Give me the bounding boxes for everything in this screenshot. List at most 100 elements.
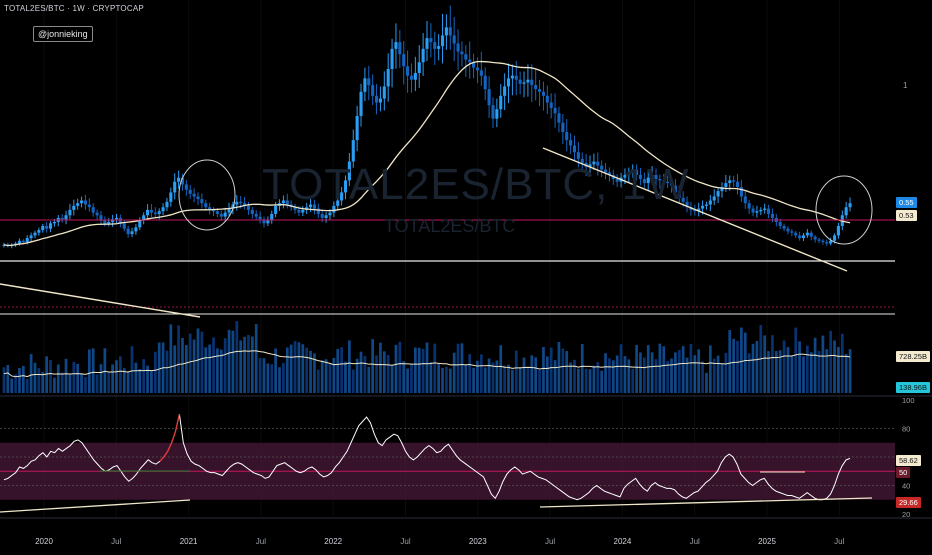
candle-body: [654, 175, 658, 180]
volume-bar: [712, 358, 716, 393]
candle-body: [534, 85, 538, 90]
candle-body: [778, 221, 782, 226]
candle-body: [149, 209, 153, 213]
volume-bar: [227, 329, 231, 393]
volume-bar: [21, 365, 25, 393]
volume-bar: [320, 360, 324, 393]
volume-bar: [188, 333, 192, 393]
volume-bar: [728, 330, 732, 393]
candle-body: [111, 219, 115, 222]
volume-bar: [720, 363, 724, 393]
candle-body: [627, 172, 631, 175]
candle-body: [506, 78, 511, 87]
volume-bar: [169, 324, 173, 393]
candle-body: [200, 199, 204, 204]
candle-body: [45, 226, 49, 229]
volume-bar: [223, 338, 227, 393]
volume-bar: [355, 358, 359, 393]
candle-body: [460, 51, 464, 55]
candle-body: [739, 187, 743, 197]
candle-body: [794, 232, 798, 236]
candle-body: [786, 228, 790, 232]
candle-body: [809, 232, 813, 237]
candle-body: [95, 212, 99, 216]
candle-body: [254, 213, 258, 217]
x-tick-label: 2022: [324, 537, 342, 546]
candle-body: [836, 226, 840, 236]
candle-body: [52, 221, 56, 224]
candle-body: [588, 164, 592, 167]
volume-bar: [825, 349, 829, 393]
volume-bar: [786, 347, 790, 393]
volume-bar: [348, 340, 351, 393]
candle-body: [813, 236, 817, 240]
volume-bar: [743, 332, 747, 393]
volume-bar: [429, 362, 433, 393]
volume-bar: [425, 342, 429, 393]
volume-bar: [95, 374, 99, 393]
volume-bar: [441, 368, 444, 393]
candle-body: [825, 242, 829, 244]
candle-body: [499, 95, 503, 110]
candle-body: [468, 59, 472, 63]
volume-bar: [68, 374, 72, 393]
trendline: [0, 283, 201, 318]
candle-body: [235, 201, 239, 205]
candle-body: [316, 208, 320, 214]
candle-body: [526, 79, 530, 83]
volume-bar: [200, 331, 204, 393]
candle-body: [21, 240, 25, 243]
volume-bar: [316, 369, 320, 393]
volume-bar: [790, 356, 794, 393]
candle-body: [17, 240, 22, 244]
volume-bar: [448, 368, 452, 393]
x-tick-label: Jul: [256, 537, 266, 546]
candle-body: [413, 73, 417, 80]
candle-body: [398, 42, 402, 55]
candle-body: [572, 145, 577, 153]
candle-body: [122, 223, 126, 229]
volume-bar: [771, 335, 774, 393]
candle-body: [246, 205, 251, 210]
volume-bar: [270, 364, 274, 393]
candle-body: [472, 62, 476, 68]
volume-bar: [456, 343, 460, 393]
volume-bar: [45, 356, 48, 393]
volume-bar: [386, 354, 390, 393]
candle-body: [623, 175, 627, 178]
candle-body: [666, 181, 670, 184]
candle-body: [603, 169, 608, 173]
candle-body: [196, 196, 200, 200]
volume-bar: [192, 339, 196, 393]
highlight-circle: [178, 159, 236, 231]
volume-bar: [196, 328, 200, 393]
candle-body: [669, 183, 674, 186]
volume-bars: [2, 321, 852, 393]
volume-bar: [681, 346, 685, 393]
rsi-trendline: [0, 499, 191, 513]
candle-body: [301, 209, 305, 213]
candle-body: [747, 203, 751, 209]
volume-bar: [798, 341, 801, 393]
candle-body: [832, 235, 837, 241]
candle-body: [281, 200, 285, 204]
volume-bar: [806, 345, 809, 393]
volume-bar: [460, 343, 464, 393]
volume-bar: [654, 359, 658, 393]
volume-bar: [813, 337, 817, 393]
candle-body: [429, 38, 433, 43]
candle-body: [219, 213, 223, 217]
volume-bar: [608, 358, 611, 393]
candle-body: [394, 42, 398, 49]
x-tick-label: 2023: [469, 537, 487, 546]
volume-bar: [635, 344, 638, 393]
volume-bar: [708, 345, 712, 393]
volume-bar: [181, 337, 184, 393]
candle-body: [596, 161, 600, 166]
candle-body: [821, 240, 825, 243]
volume-bar: [670, 358, 673, 393]
price-ma-line: [3, 60, 851, 247]
volume-bar: [666, 360, 669, 393]
volume-bar: [340, 347, 343, 393]
volume-bar: [375, 355, 378, 393]
